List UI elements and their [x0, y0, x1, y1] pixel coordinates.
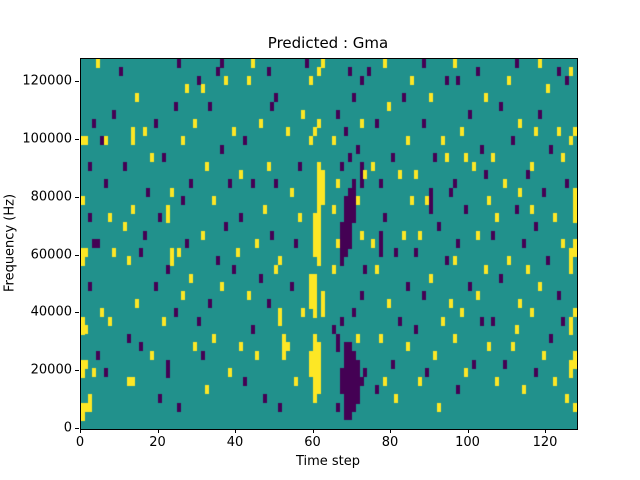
x-tick-label: 20 [149, 435, 166, 450]
x-tick-mark [235, 429, 236, 433]
y-tick-label: 0 [63, 420, 72, 436]
y-tick-label: 60000 [30, 247, 72, 263]
y-tick-mark [75, 370, 79, 372]
y-tick-mark [75, 138, 79, 140]
y-tick-label: 100000 [22, 131, 72, 147]
x-tick-label: 120 [532, 435, 558, 450]
y-axis-label: Frequency (Hz) [2, 193, 18, 293]
y-tick-mark [75, 254, 79, 256]
x-tick-mark [157, 429, 159, 433]
x-tick-mark [467, 429, 469, 433]
x-tick-label: 100 [455, 435, 480, 450]
chart-title: Predicted : Gma [267, 34, 389, 52]
x-tick-label: 60 [304, 435, 321, 450]
y-tick-mark [75, 81, 79, 83]
heatmap-canvas [81, 59, 577, 429]
x-tick-mark [80, 429, 81, 433]
x-axis-label: Time step [295, 454, 361, 469]
x-tick-label: 40 [226, 435, 244, 450]
y-tick-label: 80000 [30, 189, 72, 205]
x-tick-mark [312, 429, 314, 433]
y-tick-label: 40000 [30, 304, 72, 320]
x-tick-label: 0 [75, 435, 85, 450]
y-tick-mark [75, 196, 79, 198]
x-tick-label: 80 [381, 435, 399, 450]
y-tick-mark [75, 312, 79, 314]
x-tick-mark [545, 429, 546, 433]
y-tick-label: 20000 [30, 362, 72, 378]
x-tick-mark [390, 429, 391, 433]
y-tick-label: 120000 [22, 73, 72, 89]
plot-area [80, 58, 578, 430]
y-tick-mark [75, 428, 79, 429]
